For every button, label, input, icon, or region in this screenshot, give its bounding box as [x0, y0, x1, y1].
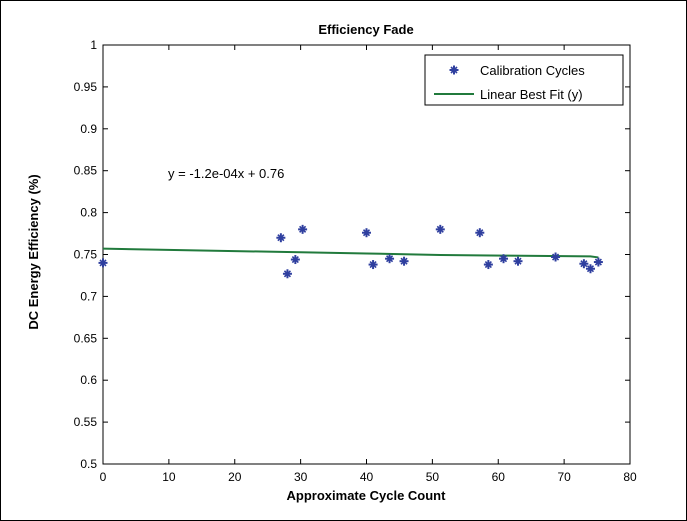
data-point	[513, 256, 523, 266]
x-axis-label: Approximate Cycle Count	[287, 488, 447, 503]
data-point	[483, 260, 493, 270]
data-point	[298, 224, 308, 234]
data-point	[362, 228, 371, 238]
y-tick-label: 0.9	[80, 122, 97, 136]
y-tick-label: 0.8	[80, 206, 97, 220]
data-point	[385, 254, 395, 264]
axis-ticks: 0 10 20 30 40 50 60 70 80 0.5 0.55 0.6 0.65 0.7 0.75 0.…	[74, 38, 637, 484]
chart-title: Efficiency Fade	[318, 22, 413, 37]
fit-equation-annotation: y = -1.2e-04x + 0.76	[168, 166, 284, 181]
y-tick-label: 0.5	[80, 457, 97, 471]
x-tick-label: 10	[162, 470, 176, 484]
x-tick-label: 0	[100, 470, 107, 484]
data-point	[551, 252, 561, 262]
data-point	[399, 256, 409, 266]
legend-label-linear-best-fit: Linear Best Fit (y)	[480, 87, 583, 102]
legend-label-calibration-cycles: Calibration Cycles	[480, 63, 585, 78]
data-points-layer	[98, 224, 603, 279]
data-point	[368, 260, 378, 270]
data-point	[98, 258, 108, 268]
y-tick-label: 1	[90, 38, 97, 52]
x-tick-label: 30	[294, 470, 308, 484]
data-point	[435, 224, 445, 234]
y-tick-label: 0.6	[80, 373, 97, 387]
x-tick-label: 20	[228, 470, 242, 484]
x-tick-label: 40	[360, 470, 374, 484]
legend-box	[424, 54, 624, 106]
y-tick-label: 0.95	[74, 80, 98, 94]
legend-marker-calibration-cycles	[449, 65, 459, 75]
legend-star-marker	[449, 65, 459, 75]
y-tick-label: 0.65	[74, 331, 98, 345]
data-point	[585, 264, 595, 274]
data-point	[282, 269, 292, 279]
x-tick-label: 80	[623, 470, 637, 484]
y-tick-label: 0.55	[74, 415, 98, 429]
fit-line	[102, 247, 599, 259]
data-point	[475, 228, 485, 238]
y-tick-label: 0.7	[80, 289, 97, 303]
data-point	[290, 255, 300, 265]
plot-area	[102, 44, 631, 465]
y-tick-label: 0.85	[74, 164, 98, 178]
x-tick-label: 50	[426, 470, 440, 484]
data-point	[276, 233, 286, 243]
data-point	[579, 259, 589, 269]
data-point	[593, 257, 603, 267]
fit-line-layer	[102, 247, 599, 259]
x-tick-label: 60	[492, 470, 506, 484]
data-point	[499, 254, 509, 264]
x-tick-label: 70	[557, 470, 571, 484]
y-axis-label: DC Energy Efficiency (%)	[26, 174, 41, 329]
y-tick-label: 0.75	[74, 248, 98, 262]
legend: Calibration Cycles Linear Best Fit (y)	[424, 54, 624, 106]
